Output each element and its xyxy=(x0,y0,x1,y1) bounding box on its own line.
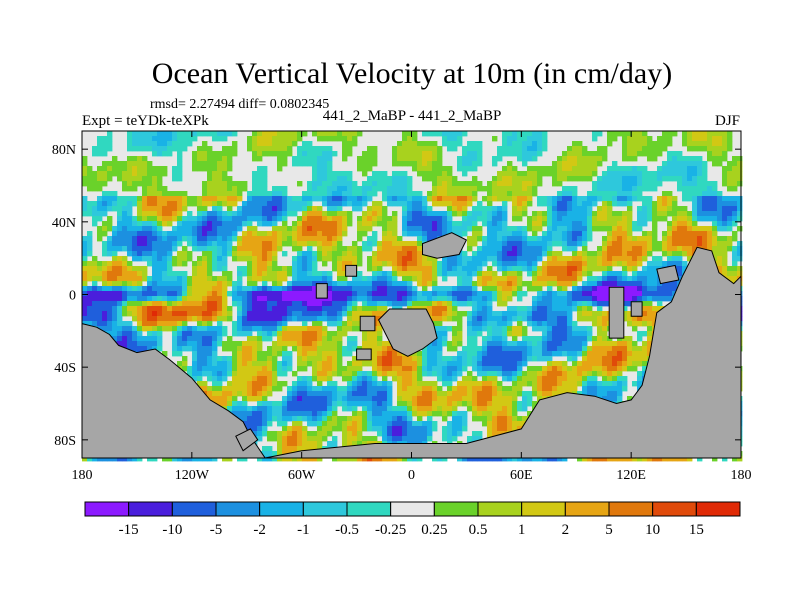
land-polygon xyxy=(356,348,372,361)
stats-label: rmsd= 2.27494 diff= 0.0802345 xyxy=(150,97,329,112)
x-tick-label: 180 xyxy=(731,468,752,483)
colorbar-swatch xyxy=(128,501,173,517)
colorbar-swatch xyxy=(608,501,654,517)
land-polygon xyxy=(630,301,643,317)
land-polygon xyxy=(422,232,468,259)
x-tick-label: 120W xyxy=(175,468,210,483)
land-polygon xyxy=(359,315,376,332)
y-tick-label: 0 xyxy=(69,289,76,304)
land-polygon xyxy=(656,264,680,285)
colorbar-swatch xyxy=(477,501,523,517)
colorbar-label: 15 xyxy=(689,522,704,538)
colorbar-label: 0.25 xyxy=(421,522,447,538)
season-label: DJF xyxy=(715,113,740,129)
experiment-label: Expt = teYDk-teXPk xyxy=(82,113,209,129)
y-tick-label: 40N xyxy=(52,216,76,231)
chart-title: Ocean Vertical Velocity at 10m (in cm/da… xyxy=(152,57,672,90)
colorbar-swatch xyxy=(302,501,348,517)
colorbar-label: -5 xyxy=(210,522,223,538)
colorbar-label: -0.25 xyxy=(375,522,406,538)
colorbar-label: 10 xyxy=(645,522,660,538)
land-mask xyxy=(81,232,742,459)
land-polygon xyxy=(345,264,358,277)
map-plot-area xyxy=(81,130,743,462)
land-polygon xyxy=(315,283,328,299)
colorbar-label: 0.5 xyxy=(469,522,488,538)
colorbar-label: 1 xyxy=(518,522,526,538)
colorbar-swatch xyxy=(346,501,392,517)
colorbar-label: -0.5 xyxy=(335,522,359,538)
colorbar-swatch xyxy=(433,501,479,517)
land-polygon xyxy=(235,428,259,452)
colorbar-swatch xyxy=(390,501,435,517)
land-polygon xyxy=(81,322,267,459)
colorbar-label: 2 xyxy=(562,522,570,538)
colorbar-swatch xyxy=(171,501,217,517)
colorbar-swatch xyxy=(84,501,130,517)
x-tick-label: 60E xyxy=(510,468,533,483)
colorbar-swatch xyxy=(215,501,261,517)
x-tick-label: 60W xyxy=(288,468,316,483)
colorbar-swatch xyxy=(259,501,304,517)
colorbar-swatch xyxy=(652,501,697,517)
colorbar-swatch xyxy=(695,501,741,517)
colorbar-swatch xyxy=(564,501,610,517)
y-tick-label: 40S xyxy=(54,361,76,376)
colorbar-label: -15 xyxy=(119,522,139,538)
colorbar: -15 -10 -5 -2 -1 -0.5 -0.25 0.25 0.5 1 2 5 10 15 xyxy=(84,501,741,538)
colorbar-swatch xyxy=(521,501,566,517)
axes: 180 120W 60W 0 60E 120E 180 80N 40N 0 40S 80S xyxy=(52,131,752,483)
land-polygon xyxy=(377,308,438,357)
colorbar-label: -2 xyxy=(253,522,266,538)
y-tick-label: 80S xyxy=(54,434,76,449)
x-tick-label: 120E xyxy=(616,468,646,483)
colorbar-label: 5 xyxy=(605,522,613,538)
x-tick-label: 180 xyxy=(72,468,93,483)
subtitle-label: 441_2_MaBP - 441_2_MaBP xyxy=(323,108,502,124)
land-polygon xyxy=(265,246,742,459)
colorbar-label: -1 xyxy=(297,522,310,538)
colorbar-label: -10 xyxy=(162,522,182,538)
y-tick-label: 80N xyxy=(52,143,76,158)
land-polygon xyxy=(608,286,625,339)
x-tick-label: 0 xyxy=(408,468,415,483)
